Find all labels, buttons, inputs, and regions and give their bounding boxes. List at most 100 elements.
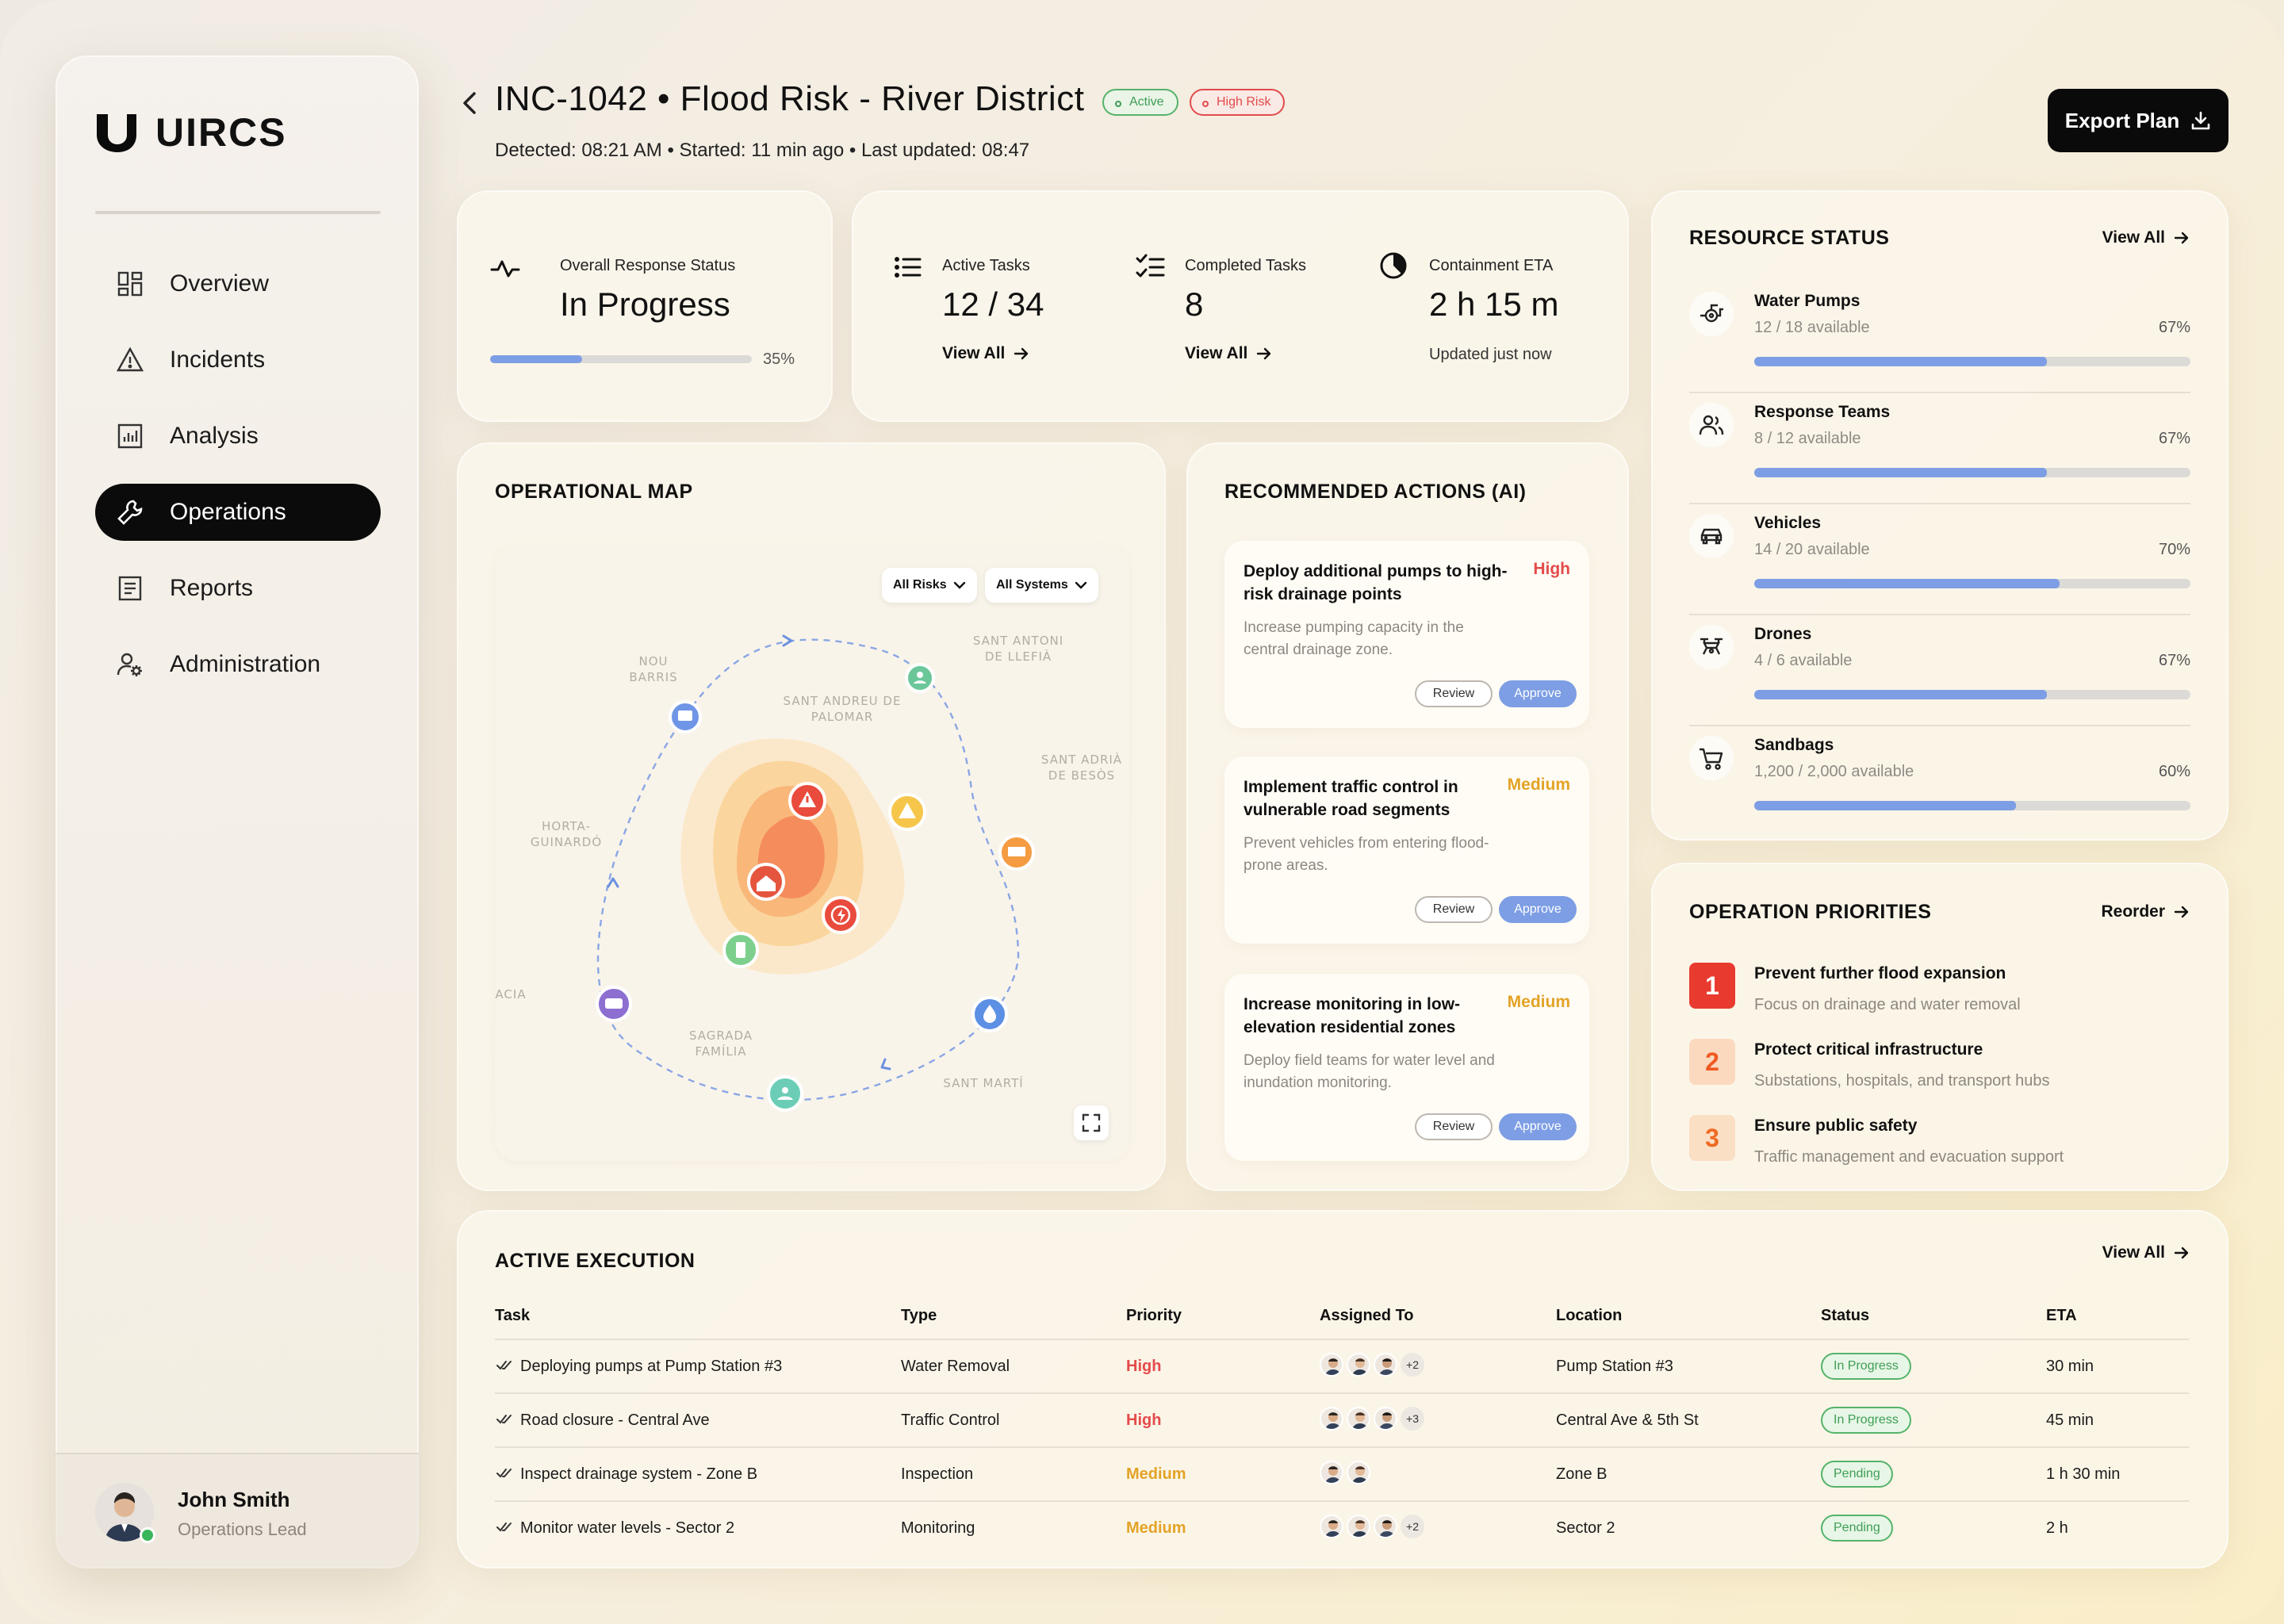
- system-filter-dropdown[interactable]: All Systems: [985, 568, 1098, 603]
- resource-item-water-pumps[interactable]: Water Pumps 12 / 18 available 67%: [1689, 282, 2190, 393]
- sidebar-item-operations[interactable]: Operations: [95, 484, 381, 541]
- task-eta: 2 h: [2046, 1519, 2068, 1537]
- barrier-marker[interactable]: [998, 834, 1035, 871]
- resource-item-sandbags[interactable]: Sandbags 1,200 / 2,000 available 60%: [1689, 726, 2190, 837]
- task-location: Sector 2: [1556, 1519, 1615, 1537]
- completed-tasks-view-all[interactable]: View All: [1185, 344, 1273, 363]
- priorities-title: OPERATION PRIORITIES: [1689, 901, 1932, 923]
- resource-availability: 4 / 6 available: [1754, 652, 1853, 669]
- sidebar-item-analysis[interactable]: Analysis: [95, 408, 381, 465]
- execution-view-all[interactable]: View All: [2102, 1243, 2190, 1262]
- review-button[interactable]: Review: [1415, 896, 1493, 923]
- facility-marker[interactable]: [747, 863, 785, 901]
- logo-icon: [97, 114, 136, 152]
- traffic-marker[interactable]: [669, 700, 702, 733]
- app-logo[interactable]: UIRCS: [95, 89, 287, 176]
- avatar: [1347, 1461, 1370, 1484]
- avatar: [1347, 1515, 1370, 1538]
- sidebar-item-administration[interactable]: Administration: [95, 636, 381, 693]
- download-icon: [2191, 111, 2210, 130]
- operational-map[interactable]: NOU BARRIS SANT ANDREU DE PALOMAR SANT A…: [495, 546, 1129, 1161]
- res-icon-wrap: [1689, 292, 1734, 336]
- active-tasks-view-all[interactable]: View All: [942, 344, 1030, 363]
- priority-description: Substations, hospitals, and transport hu…: [1754, 1072, 2050, 1090]
- action-title: Increase monitoring in low-elevation res…: [1244, 995, 1461, 1036]
- wrench-icon: [117, 500, 143, 525]
- assignee-avatars[interactable]: +2: [1320, 1353, 1424, 1377]
- arrow-right-icon: [2174, 906, 2189, 918]
- map-fullscreen-button[interactable]: [1074, 1105, 1109, 1140]
- place-label: SAGRADA FAMÍLIA: [688, 1028, 753, 1059]
- resource-item-vehicles[interactable]: Vehicles 14 / 20 available 70%: [1689, 504, 2190, 615]
- recommended-actions-title: RECOMMENDED ACTIONS (AI): [1224, 481, 1527, 503]
- resource-bar: [1754, 579, 2190, 588]
- arrow-right-icon: [2174, 1247, 2189, 1259]
- assignee-avatars[interactable]: +2: [1320, 1515, 1424, 1538]
- sidebar-item-overview[interactable]: Overview: [95, 255, 381, 312]
- action-card: Deploy additional pumps to high-risk dra…: [1224, 541, 1589, 728]
- online-status-icon: [140, 1527, 155, 1543]
- resource-item-drones[interactable]: Drones 4 / 6 available 67%: [1689, 615, 2190, 726]
- reorder-button[interactable]: Reorder: [2101, 902, 2190, 921]
- cart-icon: [1700, 748, 1723, 770]
- priority-number: 2: [1689, 1039, 1735, 1085]
- approve-button[interactable]: Approve: [1499, 1113, 1577, 1140]
- drone-icon: [1700, 638, 1723, 655]
- response-progress-fill: [490, 355, 582, 363]
- avatar: [1374, 1515, 1397, 1538]
- containment-eta-note: Updated just now: [1429, 346, 1552, 363]
- table-row[interactable]: Inspect drainage system - Zone B Inspect…: [495, 1446, 2189, 1500]
- double-check-icon: [496, 1522, 512, 1532]
- review-button[interactable]: Review: [1415, 1113, 1493, 1140]
- more-assignees: +3: [1401, 1407, 1424, 1431]
- resource-percent: 67%: [2158, 430, 2190, 447]
- water-sensor-marker[interactable]: [971, 996, 1008, 1032]
- divider: [1689, 725, 2190, 726]
- assignee-avatars[interactable]: +3: [1320, 1407, 1424, 1431]
- response-progress-bar: [490, 355, 752, 363]
- view-all-label: View All: [1185, 344, 1248, 362]
- review-button[interactable]: Review: [1415, 680, 1493, 707]
- user-gear-icon: [117, 653, 142, 676]
- back-chevron-icon[interactable]: [458, 87, 481, 119]
- avatar: [1320, 1407, 1343, 1431]
- user-profile[interactable]: John Smith Operations Lead: [56, 1453, 419, 1568]
- resource-bar-fill: [1754, 357, 2047, 366]
- power-marker[interactable]: [822, 896, 860, 934]
- approve-button[interactable]: Approve: [1499, 896, 1577, 923]
- task-name: Monitor water levels - Sector 2: [520, 1519, 735, 1537]
- table-row[interactable]: Monitor water levels - Sector 2 Monitori…: [495, 1500, 2189, 1554]
- document-icon: [118, 576, 142, 601]
- sidebar-item-label: Incidents: [170, 347, 266, 373]
- operational-map-card: OPERATIONAL MAP NOU: [457, 442, 1166, 1191]
- action-title: Deploy additional pumps to high-risk dra…: [1244, 562, 1508, 603]
- sidebar-item-incidents[interactable]: Incidents: [95, 331, 381, 389]
- resource-item-response-teams[interactable]: Response Teams 8 / 12 available 67%: [1689, 393, 2190, 504]
- response-status-card: Overall Response Status In Progress 35%: [457, 190, 833, 422]
- sidebar-item-reports[interactable]: Reports: [95, 560, 381, 617]
- place-label: SANT MARTÍ: [943, 1076, 1024, 1090]
- res-icon-wrap: [1689, 736, 1734, 780]
- crowd-marker[interactable]: [767, 1075, 803, 1112]
- status-badge: In Progress: [1821, 1353, 1911, 1380]
- table-row[interactable]: Deploying pumps at Pump Station #3 Water…: [495, 1339, 2189, 1392]
- critical-alert-marker[interactable]: [788, 782, 826, 820]
- priority-item[interactable]: 2 Protect critical infrastructure Substa…: [1689, 1039, 2197, 1102]
- sensor-marker[interactable]: [722, 932, 759, 968]
- resource-name: Drones: [1754, 625, 1812, 643]
- risk-filter-dropdown[interactable]: All Risks: [882, 568, 977, 603]
- assignee-avatars[interactable]: [1320, 1461, 1374, 1484]
- action-description: Prevent vehicles from entering flood-pro…: [1244, 835, 1489, 874]
- table-row[interactable]: Road closure - Central Ave Traffic Contr…: [495, 1392, 2189, 1446]
- warning-marker[interactable]: [888, 793, 926, 831]
- team-marker[interactable]: [905, 663, 935, 693]
- priority-description: Focus on drainage and water removal: [1754, 996, 2021, 1013]
- export-plan-button[interactable]: Export Plan: [2048, 89, 2228, 152]
- approve-button[interactable]: Approve: [1499, 680, 1577, 707]
- priority-item[interactable]: 1 Prevent further flood expansion Focus …: [1689, 963, 2197, 1026]
- resources-view-all[interactable]: View All: [2102, 228, 2190, 247]
- priority-item[interactable]: 3 Ensure public safety Traffic managemen…: [1689, 1115, 2197, 1178]
- vehicle-marker[interactable]: [596, 986, 632, 1022]
- pulse-icon: [490, 260, 520, 278]
- avatar: [1320, 1515, 1343, 1538]
